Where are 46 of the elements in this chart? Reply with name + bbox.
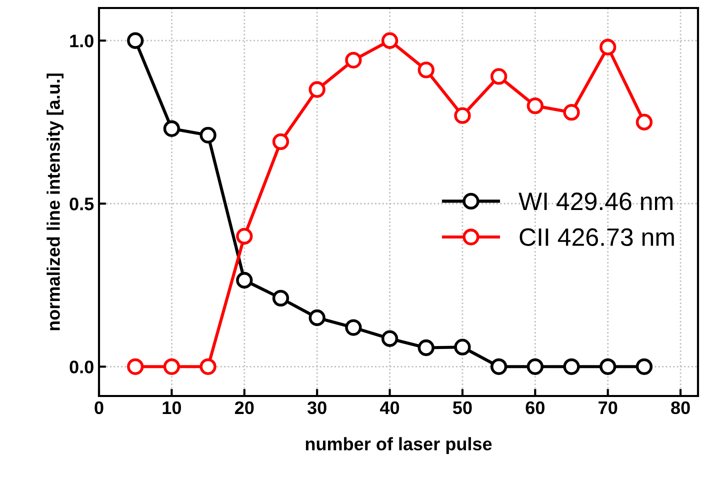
x-tick-label: 70	[598, 401, 618, 414]
point	[381, 330, 398, 347]
x-axis-title: number of laser pulse	[306, 437, 492, 454]
point	[236, 272, 253, 289]
point	[236, 228, 253, 245]
point	[381, 32, 398, 49]
legend-label: WI 429.46 nm	[518, 192, 672, 210]
x-tick-label: 30	[307, 401, 326, 414]
point	[345, 319, 362, 336]
point	[418, 339, 434, 356]
point	[600, 358, 616, 375]
x-tick-label: 10	[162, 401, 181, 414]
x-tick-label: 80	[671, 401, 690, 414]
x-tick-label: 20	[234, 401, 254, 414]
point	[418, 62, 434, 78]
point	[526, 358, 544, 375]
point	[200, 126, 216, 144]
x-tick-label: 40	[380, 401, 400, 414]
point	[563, 104, 580, 121]
y-tick-label: 1.0	[70, 34, 94, 48]
x-tick-label: 0	[94, 401, 104, 414]
point	[526, 97, 544, 114]
x-tick-label: 60	[526, 401, 544, 414]
y-tick-label: 0.0	[70, 360, 94, 374]
x-tick-label: 50	[452, 401, 472, 414]
point	[345, 52, 362, 69]
point	[163, 358, 180, 375]
point	[272, 290, 290, 307]
y-tick-label: 0.5	[70, 198, 94, 210]
point	[163, 120, 180, 137]
point	[636, 358, 653, 375]
legend-label: CII 426.73 nm	[520, 228, 674, 246]
point	[127, 32, 144, 49]
point	[563, 358, 580, 375]
point	[272, 133, 290, 150]
point	[308, 309, 326, 326]
point	[600, 38, 616, 56]
point	[308, 81, 326, 98]
point	[454, 338, 471, 356]
y-axis-title: normalized line intensity [a.u.]	[46, 74, 64, 330]
point	[636, 114, 653, 130]
point	[454, 107, 471, 124]
point	[200, 358, 216, 375]
point	[490, 68, 508, 85]
point	[490, 358, 508, 375]
point	[127, 358, 144, 375]
